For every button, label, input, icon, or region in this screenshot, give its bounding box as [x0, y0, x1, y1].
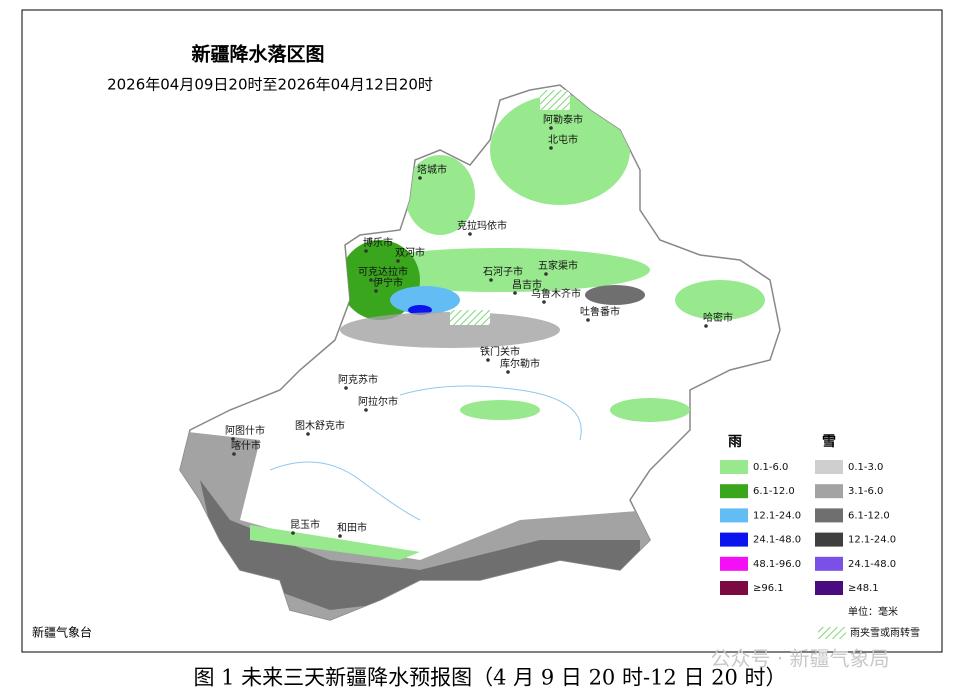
source: 新疆气象台 — [32, 625, 92, 640]
city-label: 库尔勒市 — [500, 357, 540, 370]
city-dot — [364, 249, 368, 253]
city-dot — [369, 278, 373, 282]
legend-label: ≥96.1 — [753, 583, 784, 594]
city-dot — [344, 386, 348, 390]
city-dot — [291, 531, 295, 535]
city-label: 五家渠市 — [538, 259, 578, 272]
hatch-label: 雨夹雪或雨转雪 — [850, 626, 920, 639]
city-label: 博乐市 — [363, 236, 393, 249]
city-label: 克拉玛依市 — [457, 219, 507, 232]
legend-label: 6.1-12.0 — [753, 486, 795, 497]
city-dot — [489, 278, 493, 282]
legend-label: 0.1-3.0 — [848, 462, 883, 473]
city-label: 昆玉市 — [290, 518, 320, 531]
city-label: 北屯市 — [548, 133, 578, 146]
legend-swatch — [720, 460, 748, 474]
city-label: 图木舒克市 — [295, 419, 345, 432]
city-label: 塔城市 — [417, 163, 447, 176]
city-dot — [232, 452, 236, 456]
city-label: 阿图什市 — [225, 424, 265, 437]
city-dot — [549, 146, 553, 150]
legend-label: 3.1-6.0 — [848, 486, 883, 497]
river — [269, 461, 421, 521]
city-dot — [586, 318, 590, 322]
city-dot — [231, 437, 235, 441]
city-label: 阿勒泰市 — [543, 113, 583, 126]
city-dot — [396, 259, 400, 263]
watermark: 公众号 · 新疆气象局 — [710, 647, 889, 671]
legend-swatch — [815, 460, 843, 474]
city-dot — [338, 534, 342, 538]
city-dot — [486, 358, 490, 362]
legend-label: 48.1-96.0 — [753, 559, 801, 570]
hatch-swatch — [818, 627, 846, 639]
city-label: 喀什市 — [231, 439, 261, 452]
legend-snow-title: 雪 — [822, 433, 836, 450]
city-label: 石河子市 — [483, 265, 523, 278]
city-label: 伊宁市 — [373, 276, 403, 289]
city-dot — [418, 176, 422, 180]
legend-swatch — [815, 532, 843, 547]
legend-unit: 单位：毫米 — [848, 605, 898, 618]
city-label: 阿克苏市 — [338, 373, 378, 386]
legend-label: 24.1-48.0 — [848, 559, 896, 570]
city-dot — [544, 272, 548, 276]
legend-label: 12.1-24.0 — [753, 510, 801, 521]
legend-label: 24.1-48.0 — [753, 535, 801, 546]
city-dot — [542, 300, 546, 304]
legend-swatch — [815, 556, 843, 571]
legend-swatch — [720, 532, 748, 547]
city-label: 双河市 — [395, 246, 425, 259]
legend-label: 0.1-6.0 — [753, 462, 788, 473]
city-label: 昌吉市 — [512, 278, 542, 291]
city-dot — [468, 232, 472, 236]
legend-swatch — [815, 581, 843, 595]
city-label: 阿拉尔市 — [358, 395, 398, 408]
city-label: 吐鲁番市 — [580, 305, 620, 318]
caption: 图 1 未来三天新疆降水预报图（4 月 9 日 20 时-12 日 20 时） — [193, 666, 786, 690]
city-dot — [506, 370, 510, 374]
legend-label: 12.1-24.0 — [848, 535, 896, 546]
city-label: 可克达拉市 — [358, 265, 408, 278]
legend-label: 6.1-12.0 — [848, 510, 890, 521]
legend-swatch — [720, 581, 748, 595]
city-label: 乌鲁木齐市 — [531, 287, 581, 300]
river — [399, 385, 582, 441]
city-dot — [704, 324, 708, 328]
city-label: 铁门关市 — [480, 345, 520, 358]
legend-rain-title: 雨 — [728, 434, 742, 450]
map-title: 新疆降水落区图 — [191, 43, 324, 66]
city-dot — [374, 289, 378, 293]
city-dot — [513, 291, 517, 295]
legend-swatch — [815, 508, 843, 523]
legend-swatch — [720, 556, 748, 571]
city-dot — [306, 432, 310, 436]
city-dot — [549, 126, 553, 130]
city-label: 和田市 — [337, 521, 367, 534]
legend-swatch — [720, 484, 748, 499]
legend-swatch — [815, 484, 843, 499]
legend-swatch — [720, 508, 748, 523]
map-subtitle: 2026年04月09日20时至2026年04月12日20时 — [107, 76, 433, 94]
city-dot — [364, 408, 368, 412]
legend-label: ≥48.1 — [848, 583, 879, 594]
city-label: 哈密市 — [703, 311, 733, 324]
